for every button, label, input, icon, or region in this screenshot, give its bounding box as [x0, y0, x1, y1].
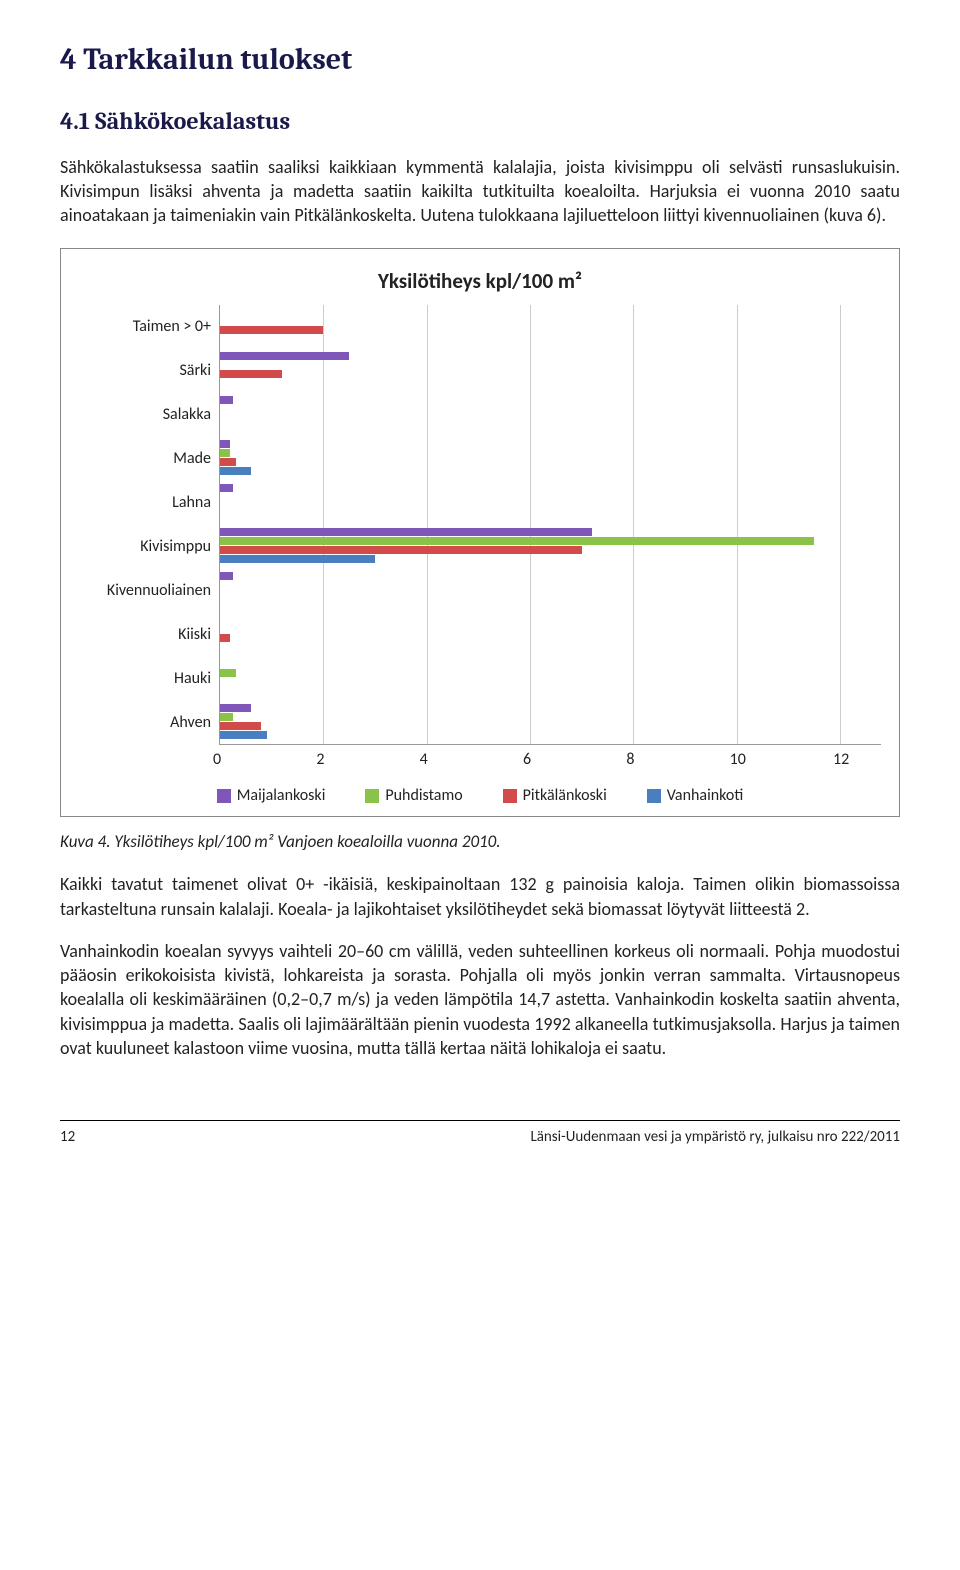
- legend-label: Maijalankoski: [237, 785, 326, 807]
- chart-bar: [220, 634, 230, 642]
- chart-category-label: Särki: [79, 349, 211, 393]
- chart-category-label: Hauki: [79, 657, 211, 701]
- chart-bar: [220, 572, 233, 580]
- chart-category-group: [220, 613, 881, 657]
- chart-bar: [220, 713, 233, 721]
- chart-bar: [220, 546, 582, 554]
- chart-bar: [220, 731, 267, 739]
- chart-category-group: [220, 701, 881, 745]
- legend-item: Puhdistamo: [365, 785, 462, 807]
- chart-category-label: Salakka: [79, 393, 211, 437]
- chart-bar: [220, 484, 233, 492]
- legend-item: Maijalankoski: [217, 785, 326, 807]
- legend-swatch: [217, 789, 231, 803]
- chart-x-tick: 0: [213, 749, 316, 771]
- subsection-heading: 4.1 Sähkökoekalastus: [60, 105, 900, 137]
- chart-category-label: Kivisimppu: [79, 525, 211, 569]
- legend-swatch: [503, 789, 517, 803]
- legend-swatch: [647, 789, 661, 803]
- chart-plot-area: [219, 305, 881, 745]
- body-paragraph: Kaikki tavatut taimenet olivat 0+ -ikäis…: [60, 872, 900, 921]
- chart-bar: [220, 440, 230, 448]
- chart-category-label: Lahna: [79, 481, 211, 525]
- chart-category-label: Made: [79, 437, 211, 481]
- chart-bar: [220, 555, 375, 563]
- density-chart: Yksilötiheys kpl/100 m² Taimen > 0+Särki…: [60, 248, 900, 818]
- publication-info: Länsi-Uudenmaan vesi ja ympäristö ry, ju…: [530, 1127, 900, 1147]
- chart-x-tick: 4: [420, 749, 523, 771]
- chart-category-label: Kiiski: [79, 613, 211, 657]
- chart-category-group: [220, 657, 881, 701]
- chart-x-axis: 024681012: [219, 749, 881, 771]
- chart-x-tick: 10: [730, 749, 833, 771]
- legend-swatch: [365, 789, 379, 803]
- chart-bar: [220, 326, 323, 334]
- chart-category-label: Taimen > 0+: [79, 305, 211, 349]
- chart-bar: [220, 669, 236, 677]
- chart-category-label: Ahven: [79, 701, 211, 745]
- chart-caption: Kuva 4. Yksilötiheys kpl/100 m² Vanjoen …: [60, 831, 900, 854]
- legend-label: Pitkälänkoski: [523, 785, 607, 807]
- chart-bar: [220, 458, 236, 466]
- legend-item: Pitkälänkoski: [503, 785, 607, 807]
- legend-label: Vanhainkoti: [667, 785, 744, 807]
- chart-bar: [220, 528, 592, 536]
- legend-item: Vanhainkoti: [647, 785, 744, 807]
- intro-paragraph: Sähkökalastuksessa saatiin saaliksi kaik…: [60, 155, 900, 228]
- chart-bar: [220, 396, 233, 404]
- chart-category-group: [220, 349, 881, 393]
- chart-category-label: Kivennuoliainen: [79, 569, 211, 613]
- chart-x-tick: 12: [833, 749, 853, 771]
- chart-bar: [220, 352, 349, 360]
- chart-bar: [220, 467, 251, 475]
- chart-bar: [220, 722, 261, 730]
- chart-x-tick: 2: [316, 749, 419, 771]
- chart-category-group: [220, 569, 881, 613]
- chart-category-group: [220, 481, 881, 525]
- chart-bar: [220, 704, 251, 712]
- legend-label: Puhdistamo: [385, 785, 462, 807]
- body-paragraph: Vanhainkodin koealan syvyys vaihteli 20–…: [60, 939, 900, 1060]
- chart-bar: [220, 370, 282, 378]
- chart-y-labels: Taimen > 0+SärkiSalakkaMadeLahnaKivisimp…: [79, 305, 219, 745]
- chart-bar: [220, 537, 814, 545]
- chart-title: Yksilötiheys kpl/100 m²: [79, 267, 881, 295]
- chart-bar: [220, 449, 230, 457]
- page-number: 12: [60, 1127, 75, 1147]
- chart-x-tick: 6: [523, 749, 626, 771]
- chart-category-group: [220, 305, 881, 349]
- chart-category-group: [220, 393, 881, 437]
- chart-x-tick: 8: [626, 749, 729, 771]
- section-heading: 4 Tarkkailun tulokset: [60, 40, 900, 81]
- chart-legend: Maijalankoski Puhdistamo Pitkälänkoski Vanh…: [79, 785, 881, 807]
- chart-category-group: [220, 525, 881, 569]
- chart-category-group: [220, 437, 881, 481]
- page-footer: 12 Länsi-Uudenmaan vesi ja ympäristö ry,…: [60, 1120, 900, 1147]
